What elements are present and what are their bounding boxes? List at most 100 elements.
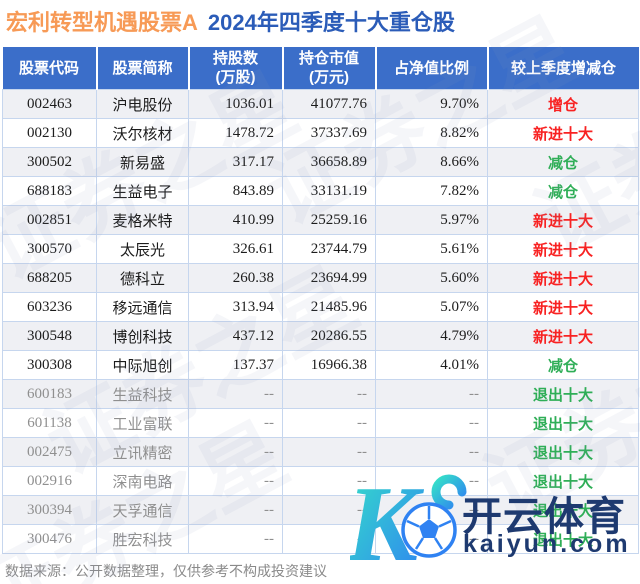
stock-code: 603236 (2, 292, 97, 322)
stock-name: 立讯精密 (96, 437, 189, 467)
stock-code: 688183 (2, 176, 97, 206)
stock-code: 300570 (2, 234, 97, 264)
stock-code: 002475 (2, 437, 97, 467)
market-value: 33131.19 (282, 176, 376, 206)
shares-held: 317.17 (188, 147, 283, 177)
stock-name: 德科立 (96, 263, 189, 293)
position-change: 减仓 (487, 350, 639, 380)
kaiyun-k-soccer-ball-icon: K (350, 468, 467, 568)
net-value-percent: -- (375, 408, 488, 438)
position-change: 新进十大 (487, 263, 639, 293)
shares-held: 1478.72 (188, 118, 283, 148)
market-value: -- (282, 466, 376, 496)
stock-name: 新易盛 (96, 147, 189, 177)
market-value: 21485.96 (282, 292, 376, 322)
stock-code: 300308 (2, 350, 97, 380)
market-value: 25259.16 (282, 205, 376, 235)
market-value: -- (282, 379, 376, 409)
shares-held: -- (188, 408, 283, 438)
stock-code: 300548 (2, 321, 97, 351)
column-header: 持仓市值 (万元) (281, 47, 376, 90)
net-value-percent: 4.79% (375, 321, 488, 351)
net-value-percent: 8.82% (375, 118, 488, 148)
market-value: 37337.69 (282, 118, 376, 148)
stock-name: 生益科技 (96, 379, 189, 409)
stock-name: 胜宏科技 (96, 524, 189, 554)
page-title: 宏利转型机遇股票A 2024年四季度十大重仓股 (6, 5, 455, 37)
table-row: 300502 新易盛 317.17 36658.89 8.66% 减仓 (2, 147, 639, 177)
net-value-percent: 9.70% (375, 89, 488, 119)
stock-name: 天孚通信 (96, 495, 189, 525)
market-value: -- (282, 495, 376, 525)
stock-code: 300502 (2, 147, 97, 177)
table-row: 300548 博创科技 437.12 20286.55 4.79% 新进十大 (2, 321, 639, 351)
stock-name: 深南电路 (96, 466, 189, 496)
table-row: 002463 沪电股份 1036.01 41077.76 9.70% 增仓 (2, 89, 639, 119)
stock-name: 麦格米特 (96, 205, 189, 235)
column-header: 股票简称 (95, 47, 189, 90)
table-row: 300308 中际旭创 137.37 16966.38 4.01% 减仓 (2, 350, 639, 380)
column-header: 较上季度增减仓 (486, 47, 639, 90)
holdings-table: 股票代码 股票简称 持股数 (万股) 持仓市值 (万元) 占净值比例 较上季度增减仓 0024… (2, 47, 639, 554)
table-header-row: 股票代码 股票简称 持股数 (万股) 持仓市值 (万元) 占净值比例 较上季度增减仓 (2, 47, 639, 90)
market-value: -- (282, 408, 376, 438)
stock-code: 300394 (2, 495, 97, 525)
market-value: -- (282, 524, 376, 554)
table-row: 002916 深南电路 -- -- -- 退出十大 (2, 466, 639, 496)
shares-held: 326.61 (188, 234, 283, 264)
stock-code: 300476 (2, 524, 97, 554)
stock-name: 中际旭创 (96, 350, 189, 380)
stock-code: 600183 (2, 379, 97, 409)
stock-code: 002916 (2, 466, 97, 496)
fund-name: 宏利转型机遇股票A (6, 10, 198, 35)
position-change: 退出十大 (487, 408, 639, 438)
position-change: 新进十大 (487, 205, 639, 235)
market-value: -- (282, 437, 376, 467)
net-value-percent: 4.01% (375, 350, 488, 380)
net-value-percent: 7.82% (375, 176, 488, 206)
market-value: 23744.79 (282, 234, 376, 264)
shares-held: 437.12 (188, 321, 283, 351)
position-change: 退出十大 (487, 524, 639, 554)
market-value: 23694.99 (282, 263, 376, 293)
table-row: 300570 太辰光 326.61 23744.79 5.61% 新进十大 (2, 234, 639, 264)
shares-held: 260.38 (188, 263, 283, 293)
shares-held: -- (188, 437, 283, 467)
table-row: 688183 生益电子 843.89 33131.19 7.82% 减仓 (2, 176, 639, 206)
position-change: 退出十大 (487, 379, 639, 409)
market-value: 41077.76 (282, 89, 376, 119)
column-header: 持股数 (万股) (187, 47, 283, 90)
kaiyun-domain-text: kaiyun.com (463, 530, 631, 558)
shares-held: 313.94 (188, 292, 283, 322)
net-value-percent: 5.97% (375, 205, 488, 235)
net-value-percent: 5.61% (375, 234, 488, 264)
report-period-title: 2024年四季度十大重仓股 (207, 10, 455, 35)
stock-name: 太辰光 (96, 234, 189, 264)
position-change: 退出十大 (487, 437, 639, 467)
net-value-percent: 5.07% (375, 292, 488, 322)
position-change: 增仓 (487, 89, 639, 119)
net-value-percent: -- (375, 379, 488, 409)
net-value-percent: -- (375, 437, 488, 467)
column-header: 股票代码 (2, 47, 97, 90)
position-change: 新进十大 (487, 321, 639, 351)
stock-name: 沃尔核材 (96, 118, 189, 148)
table-row: 688205 德科立 260.38 23694.99 5.60% 新进十大 (2, 263, 639, 293)
net-value-percent: 8.66% (375, 147, 488, 177)
stock-name: 沪电股份 (96, 89, 189, 119)
table-row: 002851 麦格米特 410.99 25259.16 5.97% 新进十大 (2, 205, 639, 235)
shares-held: 137.37 (188, 350, 283, 380)
position-change: 新进十大 (487, 234, 639, 264)
position-change: 新进十大 (487, 292, 639, 322)
data-source-note: 数据来源：公开数据整理，仅供参考不构成投资建议 (5, 563, 327, 579)
table-row: 002475 立讯精密 -- -- -- 退出十大 (2, 437, 639, 467)
shares-held: 843.89 (188, 176, 283, 206)
market-value: 16966.38 (282, 350, 376, 380)
stock-name: 移远通信 (96, 292, 189, 322)
stock-name: 博创科技 (96, 321, 189, 351)
kaiyun-logo: K 开云体育 kaiyun.com (350, 466, 640, 570)
shares-held: -- (188, 524, 283, 554)
table-row: 002130 沃尔核材 1478.72 37337.69 8.82% 新进十大 (2, 118, 639, 148)
shares-held: -- (188, 495, 283, 525)
